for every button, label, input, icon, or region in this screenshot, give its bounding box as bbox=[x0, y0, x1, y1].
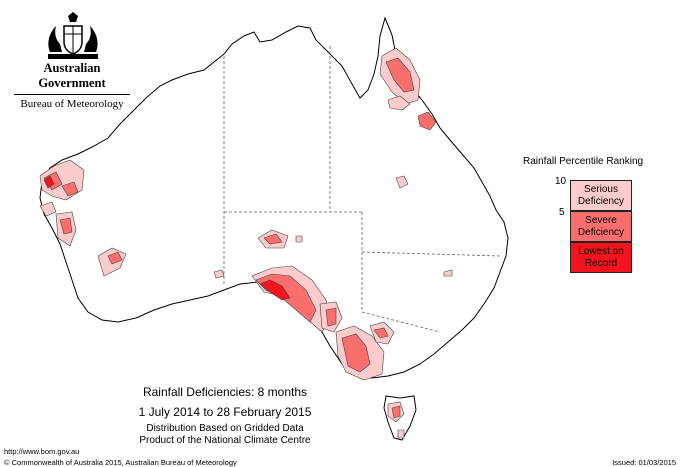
government-name: Australian Government bbox=[38, 61, 106, 90]
legend-severe-deficiency: Severe Deficiency bbox=[570, 211, 632, 242]
legend-tick-5: 5 bbox=[559, 207, 565, 218]
map-note-ncc: Product of the National Climate Centre bbox=[139, 435, 311, 446]
legend-tick-10: 10 bbox=[555, 176, 567, 187]
government-branding: Australian Government Bureau of Meteorol… bbox=[14, 61, 130, 110]
coat-of-arms-logo bbox=[48, 12, 98, 59]
footer-issued-date: Issued: 01/03/2015 bbox=[612, 458, 676, 467]
map-title: Rainfall Deficiencies: 8 months bbox=[142, 385, 308, 399]
legend-title: Rainfall Percentile Ranking bbox=[523, 156, 644, 167]
state-borders bbox=[223, 46, 501, 333]
branding-divider bbox=[14, 94, 130, 95]
footer-url: http://www.bom.gov.au bbox=[4, 447, 80, 456]
footer-copyright: © Commonwealth of Australia 2015, Austra… bbox=[4, 458, 237, 467]
map-period: 1 July 2014 to 28 February 2015 bbox=[138, 405, 312, 419]
bureau-name: Bureau of Meteorology bbox=[20, 98, 124, 110]
legend-serious-deficiency: Serious Deficiency bbox=[570, 180, 632, 211]
map-note-gridded: Distribution Based on Gridded Data bbox=[146, 423, 304, 434]
deficiency-areas bbox=[39, 47, 453, 439]
legend-lowest-on-record: Lowest on Record bbox=[570, 242, 632, 273]
